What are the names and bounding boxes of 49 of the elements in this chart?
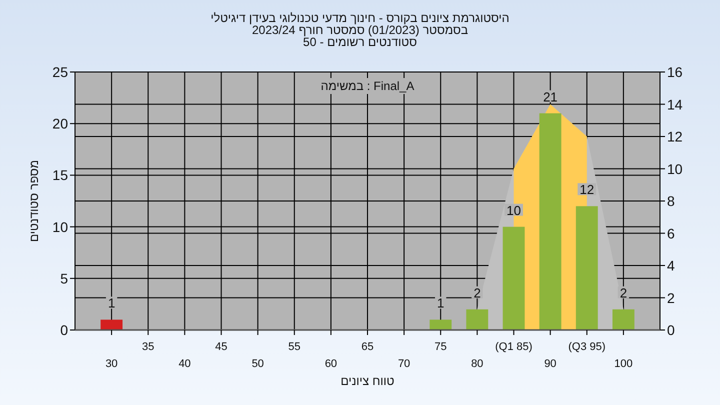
y-tick-label: 25 — [52, 64, 68, 80]
y2-tick-label: 0 — [667, 322, 675, 338]
data-label: 10 — [506, 202, 521, 218]
y2-tick-label: 4 — [667, 258, 675, 274]
bar — [576, 206, 598, 330]
data-label: 2 — [620, 285, 628, 300]
y-tick-label: 15 — [52, 167, 68, 184]
x-tick-label: 60 — [324, 358, 338, 370]
y2-tick-label: 16 — [667, 64, 683, 80]
y-axis-title: מספר סטודנטים — [27, 160, 41, 242]
chart-subtitle: בסמסטר (01/2023) סמסטר חורף 2023/24 סטודנטים רשומים - 50 — [252, 23, 468, 49]
y-tick-label: 10 — [52, 218, 68, 235]
bar — [502, 226, 525, 330]
x-tick-label: 35 — [142, 341, 154, 353]
data-label: 2 — [474, 285, 481, 300]
x-tick-label: 55 — [288, 341, 300, 353]
x-tick-label: 75 — [434, 341, 447, 353]
x-tick-label: 40 — [178, 358, 191, 370]
annotation: Final_A : במשימה — [320, 79, 414, 93]
y-tick-label: 20 — [52, 116, 68, 132]
y2-tick-label: 14 — [667, 96, 683, 112]
x-tick-label: 100 — [614, 358, 633, 370]
x-tick-label: (Q1 85) — [495, 341, 532, 353]
y2-tick-label: 12 — [667, 128, 683, 144]
chart-title: היסטוגרמת ציונים בקורס - חינוך מדעי טכנולוגי בעידן דיגיטלי — [210, 11, 510, 25]
data-label: 12 — [580, 182, 594, 198]
y2-tick-label: 2 — [667, 290, 675, 306]
x-tick-label: 65 — [361, 341, 374, 353]
x-tick-label: 30 — [105, 358, 118, 370]
data-label: 21 — [543, 89, 558, 104]
bar — [612, 309, 634, 330]
x-tick-label: 80 — [471, 358, 484, 370]
y2-tick-label: 6 — [667, 225, 675, 242]
x-tick-label: 70 — [398, 358, 410, 370]
x-tick-label: 50 — [252, 358, 264, 370]
bar — [430, 320, 452, 330]
data-label: 1 — [108, 296, 116, 311]
bar — [466, 309, 488, 330]
y-tick-label: 5 — [60, 270, 68, 286]
data-label: 1 — [437, 296, 444, 311]
bar — [100, 320, 123, 330]
x-tick-label: (Q3 95) — [568, 341, 606, 353]
x-axis-title: טווח ציונים — [340, 374, 395, 388]
y2-tick-label: 10 — [667, 160, 683, 177]
bar — [539, 113, 562, 330]
x-tick-label: 45 — [215, 341, 228, 353]
x-tick-label: 90 — [544, 358, 556, 370]
y-tick-label: 0 — [60, 322, 68, 338]
y2-tick-label: 8 — [667, 193, 675, 209]
